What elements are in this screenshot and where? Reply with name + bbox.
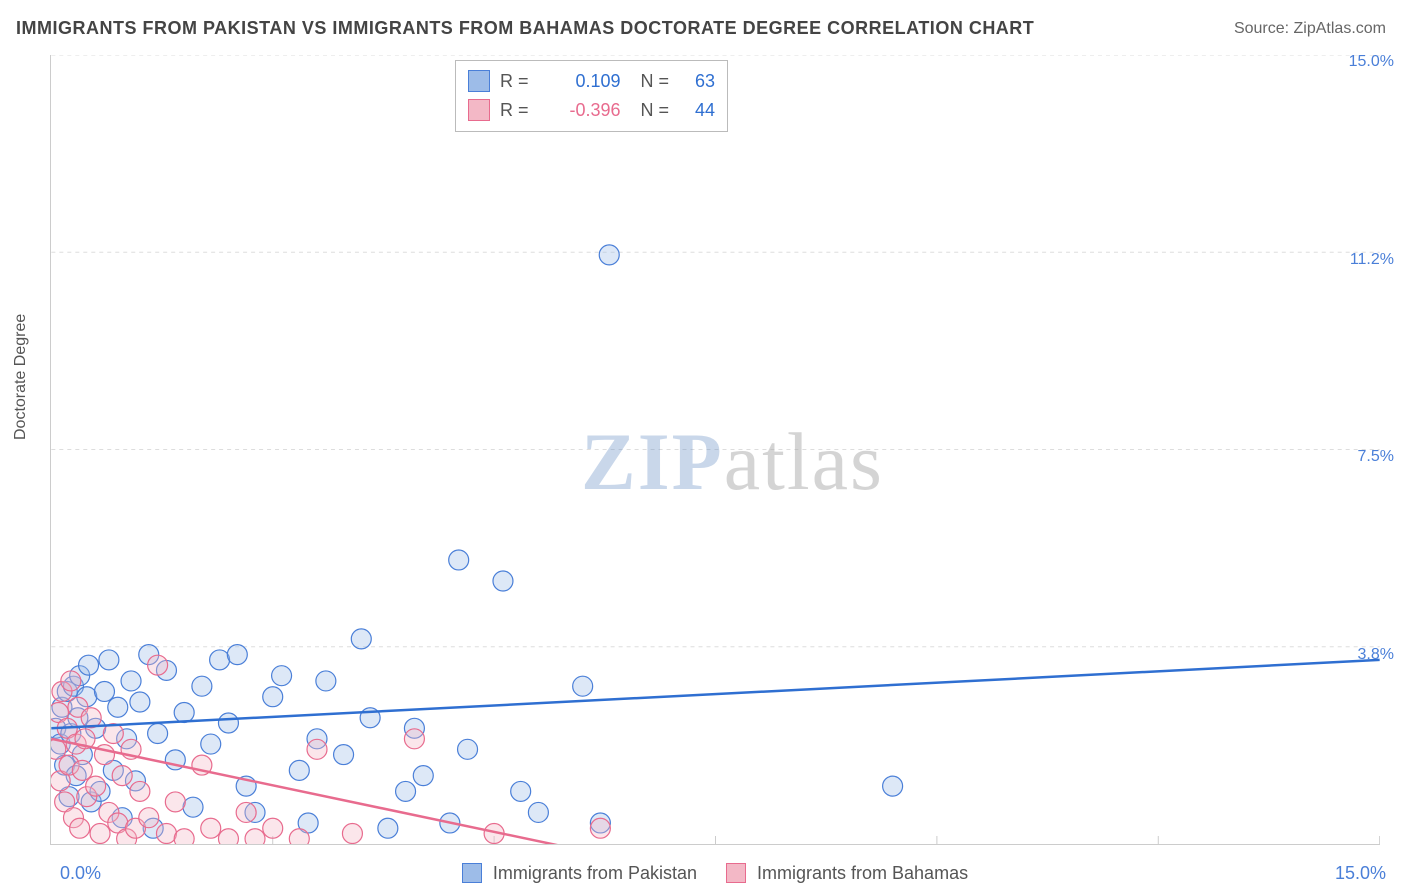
source-label: Source: ZipAtlas.com [1234,20,1386,38]
legend-row-bahamas: R = -0.396 N = 44 [468,96,715,125]
n-label: N = [641,67,670,96]
legend-swatch-bahamas [726,863,746,883]
n-label: N = [641,96,670,125]
legend-row-pakistan: R = 0.109 N = 63 [468,67,715,96]
plot-svg [51,55,1380,844]
plot-area: ZIPatlas [50,55,1380,845]
y-tick-label: 11.2% [1350,251,1394,269]
legend-swatch-bahamas-icon [468,99,490,121]
r-value-bahamas: -0.396 [535,96,621,125]
r-value-pakistan: 0.109 [535,67,621,96]
legend-correlation-box: R = 0.109 N = 63 R = -0.396 N = 44 [455,60,728,132]
legend-swatch-pakistan [462,863,482,883]
y-axis-label: Doctorate Degree [12,314,30,440]
legend-label-bahamas: Immigrants from Bahamas [757,863,968,883]
legend-swatch-pakistan-icon [468,70,490,92]
r-label: R = [500,67,529,96]
chart-container: IMMIGRANTS FROM PAKISTAN VS IMMIGRANTS F… [0,0,1406,892]
chart-title: IMMIGRANTS FROM PAKISTAN VS IMMIGRANTS F… [16,18,1034,39]
legend-label-pakistan: Immigrants from Pakistan [493,863,697,883]
y-tick-label: 7.5% [1358,448,1394,466]
n-value-pakistan: 63 [675,67,715,96]
y-tick-label: 3.8% [1358,646,1394,664]
y-tick-label: 15.0% [1349,53,1394,71]
r-label: R = [500,96,529,125]
n-value-bahamas: 44 [675,96,715,125]
legend-bottom: Immigrants from Pakistan Immigrants from… [0,863,1406,884]
